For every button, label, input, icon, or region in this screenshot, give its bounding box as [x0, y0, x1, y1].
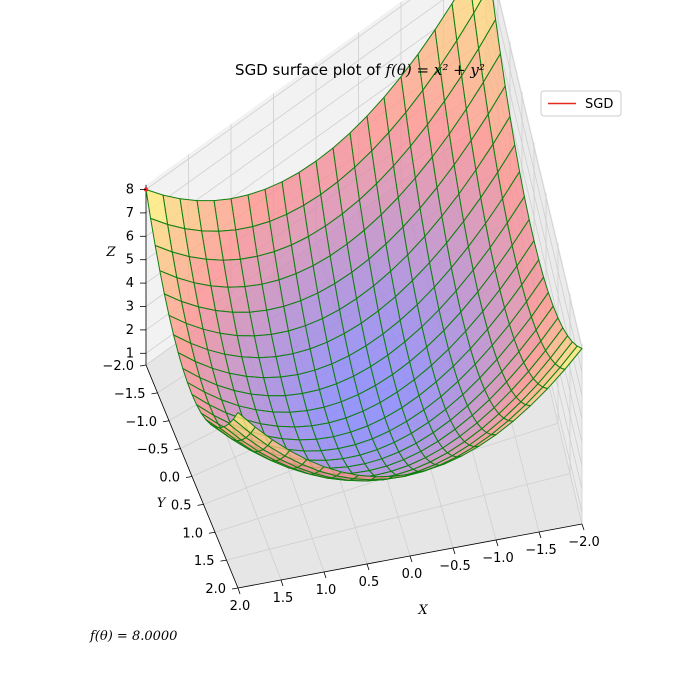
floor-grid-y [226, 473, 571, 561]
x-tick-label: −2.0 [568, 535, 600, 550]
z-tick-label: 1 [126, 346, 134, 361]
z-tick-label: 8 [126, 183, 134, 198]
x-tick-label: −0.5 [439, 559, 471, 574]
y-tick-label: −1.5 [114, 387, 146, 402]
y-tick-label: −1.0 [125, 415, 157, 430]
x-axis-label: X [417, 603, 428, 618]
x-tick-mark [538, 531, 542, 539]
x-tick-label: 1.0 [316, 583, 337, 598]
z-tick-label: 7 [126, 206, 134, 221]
z-tick-label: 4 [126, 276, 134, 291]
y-tick-mark [197, 503, 204, 506]
surface-facet [232, 412, 256, 434]
x-tick-mark [237, 587, 241, 595]
wall-left-grid-z [145, 0, 444, 214]
z-tick-label: 6 [126, 229, 134, 244]
x-tick-label: −1.0 [482, 551, 514, 566]
x-tick-mark [452, 547, 456, 555]
x-tick-mark [409, 555, 413, 563]
x-tick-label: 2.0 [230, 599, 251, 614]
status-text: f(θ) = 8.0000 [89, 629, 177, 644]
y-tick-label: 1.0 [182, 526, 203, 541]
surface-mesh [145, 0, 583, 482]
wall-right-grid-z [492, 0, 583, 372]
wall-right-grid-z [498, 0, 583, 349]
y-tick-mark [174, 448, 181, 451]
tick-labels: 1 2 3 4 5 6 7 8 −2.0 −1.5 −1.0 −0.5 0.0 0.5 1.0 1.5 2.0 −… [102, 183, 599, 615]
z-tick-label: 5 [126, 253, 134, 268]
x-tick-label: 1.5 [273, 591, 294, 606]
y-tick-label: 0.0 [159, 471, 180, 486]
y-tick-label: 2.0 [205, 582, 226, 597]
legend: SGD [540, 90, 622, 117]
y-tick-mark [151, 392, 158, 395]
x-tick-label: 0.5 [359, 575, 380, 590]
x-tick-mark [581, 523, 585, 531]
wall-left-grid-z [145, 0, 476, 237]
y-axis-label: Y [157, 496, 167, 511]
z-tick-label: 3 [126, 300, 134, 315]
wall-right-grid-z [487, 0, 583, 396]
y-tick-label: −2.0 [102, 359, 134, 374]
z-axis-label: Z [105, 245, 116, 260]
y-tick-mark [185, 476, 193, 478]
wall-left-grid-z [145, 0, 411, 190]
legend-box [540, 90, 622, 117]
y-tick-label: −0.5 [137, 443, 169, 458]
z-tick-label: 2 [126, 323, 134, 338]
x-tick-label: −1.5 [525, 543, 557, 558]
x-tick-mark [495, 539, 499, 547]
y-tick-mark [162, 420, 170, 423]
y-tick-mark [220, 559, 227, 562]
y-tick-mark [208, 531, 216, 534]
y-tick-label: 0.5 [171, 498, 192, 513]
y-tick-label: 1.5 [194, 554, 215, 569]
y-tick-mark [231, 587, 239, 590]
y-tick-mark [139, 364, 147, 367]
x-tick-label: 0.0 [402, 567, 423, 582]
chart-title: SGD surface plot of f(θ) = x² + y² [235, 61, 485, 79]
x-tick-mark [280, 579, 284, 587]
x-tick-mark [323, 571, 327, 579]
legend-label-sgd: SGD [585, 97, 613, 112]
x-tick-mark [366, 563, 370, 571]
